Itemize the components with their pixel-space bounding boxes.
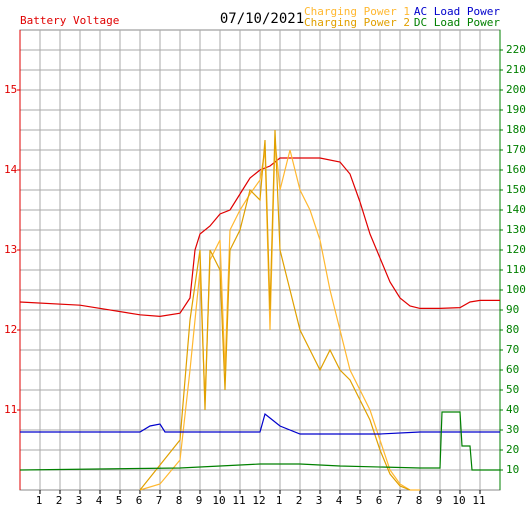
y-tick-label: 11 xyxy=(4,403,17,416)
y2-tick-label: 80 xyxy=(506,323,519,336)
x-tick-label: 11 xyxy=(472,494,485,507)
y-tick-label: 13 xyxy=(4,243,17,256)
y2-tick-label: 170 xyxy=(506,143,526,156)
x-tick-label: 4 xyxy=(336,494,343,507)
x-tick-label: 7 xyxy=(156,494,163,507)
y2-tick-label: 220 xyxy=(506,43,526,56)
x-tick-label: 5 xyxy=(356,494,363,507)
x-tick-label: 6 xyxy=(376,494,383,507)
x-tick-label: 9 xyxy=(436,494,443,507)
y2-tick-label: 60 xyxy=(506,363,519,376)
y-tick-label: 15 xyxy=(4,83,17,96)
legend-entry: Charging Power 1 xyxy=(304,5,410,18)
x-tick-label: 7 xyxy=(396,494,403,507)
x-tick-label: 6 xyxy=(136,494,143,507)
x-tick-label: 10 xyxy=(212,494,225,507)
x-tick-label: 1 xyxy=(36,494,43,507)
y2-tick-label: 130 xyxy=(506,223,526,236)
series-line xyxy=(20,412,500,435)
x-tick-label: 3 xyxy=(316,494,323,507)
y2-tick-label: 140 xyxy=(506,203,526,216)
series-line xyxy=(19,157,500,318)
y2-tick-label: 160 xyxy=(506,163,526,176)
x-tick-label: 8 xyxy=(176,494,183,507)
x-tick-label: 10 xyxy=(452,494,465,507)
x-tick-label: 1 xyxy=(276,494,283,507)
y2-tick-label: 10 xyxy=(506,463,519,476)
x-tick-label: 2 xyxy=(296,494,303,507)
y2-tick-label: 40 xyxy=(506,403,519,416)
series-line xyxy=(139,129,411,491)
y2-tick-label: 20 xyxy=(506,443,519,456)
y2-tick-label: 150 xyxy=(506,183,526,196)
y2-tick-label: 190 xyxy=(506,103,526,116)
y2-tick-label: 30 xyxy=(506,423,519,436)
y2-tick-label: 90 xyxy=(506,303,519,316)
legend-entry: Battery Voltage xyxy=(20,14,119,27)
legend-entry: DC Load Power xyxy=(414,16,500,29)
x-tick-label: 12 xyxy=(252,494,265,507)
y2-tick-label: 200 xyxy=(506,83,526,96)
legend-entry: AC Load Power xyxy=(414,5,500,18)
series-line xyxy=(19,411,500,471)
y2-tick-label: 110 xyxy=(506,263,526,276)
y2-tick-label: 50 xyxy=(506,383,519,396)
y-tick-label: 12 xyxy=(4,323,17,336)
x-tick-label: 5 xyxy=(116,494,123,507)
x-tick-label: 3 xyxy=(76,494,83,507)
y2-tick-label: 70 xyxy=(506,343,519,356)
y2-tick-label: 100 xyxy=(506,283,526,296)
x-tick-label: 4 xyxy=(96,494,103,507)
y-tick-label: 14 xyxy=(4,163,18,176)
chart-title: 07/10/2021 xyxy=(220,11,304,27)
x-tick-label: 2 xyxy=(56,494,63,507)
y2-tick-label: 210 xyxy=(506,63,526,76)
legend-entry: Charging Power 2 xyxy=(304,16,410,29)
y2-tick-label: 120 xyxy=(506,243,526,256)
x-tick-label: 9 xyxy=(196,494,203,507)
x-tick-label: 11 xyxy=(232,494,245,507)
x-tick-label: 8 xyxy=(416,494,423,507)
y2-tick-label: 180 xyxy=(506,123,526,136)
